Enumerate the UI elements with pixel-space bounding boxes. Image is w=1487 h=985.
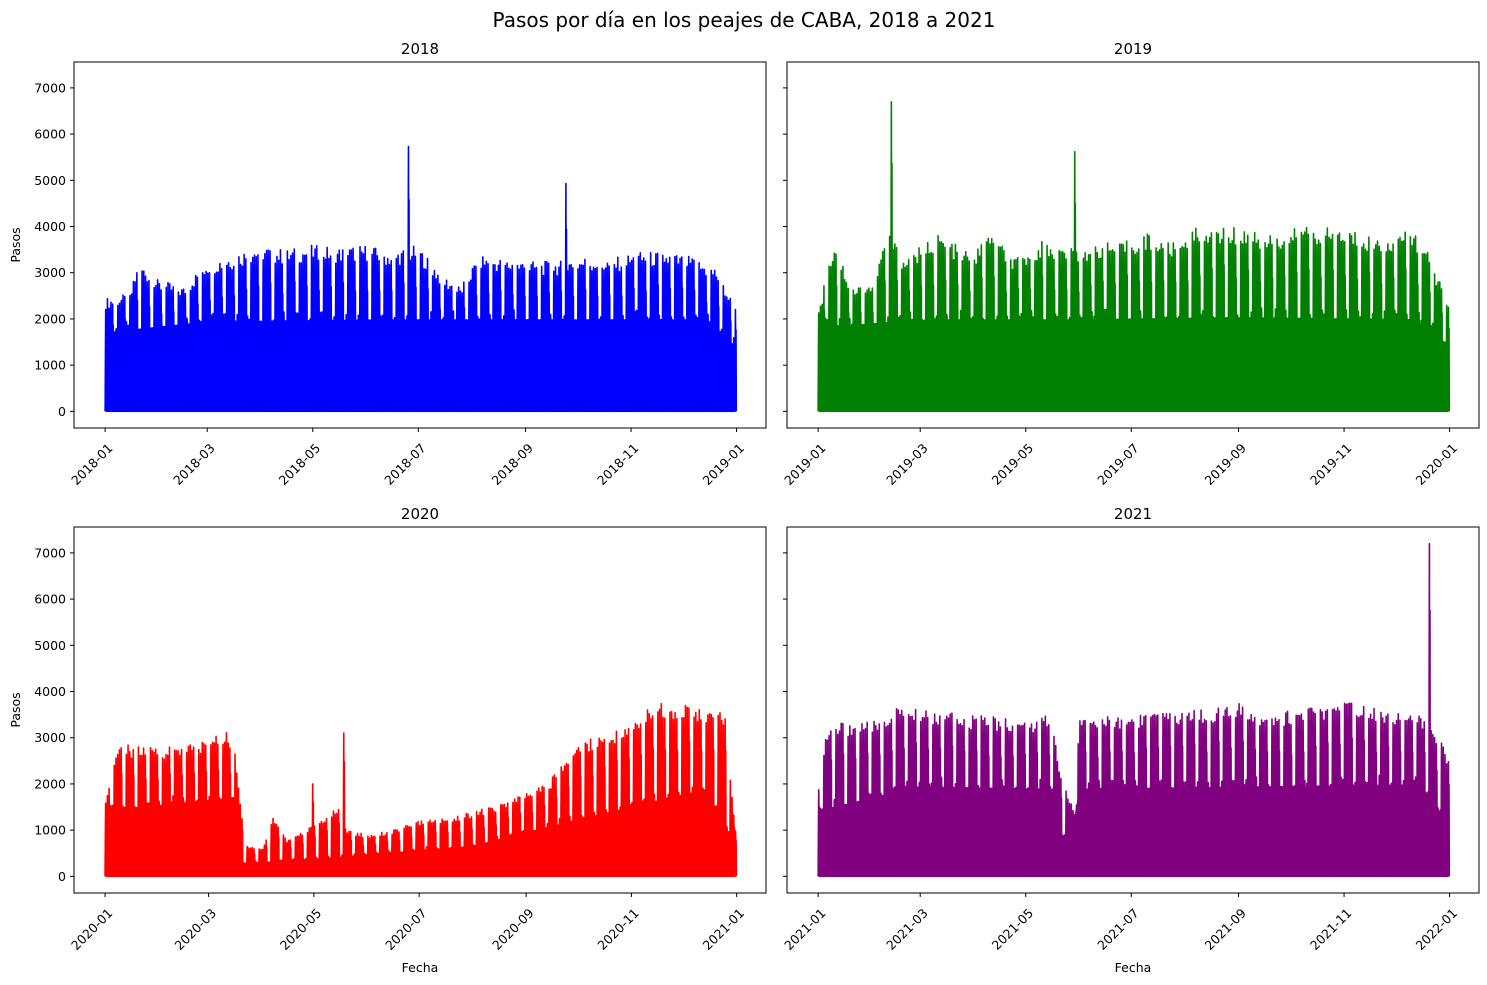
x-tick-label: 2020-03 (172, 905, 220, 953)
x-tick-label: 2021-09 (1201, 905, 1249, 953)
x-axis-label: Fecha (1115, 960, 1152, 975)
axes-frame (73, 526, 767, 894)
x-tick-label: 2019-05 (989, 440, 1037, 488)
chart-panel-2018: 2018 0 1000 2000 3000 4000 5000 6000 7000 2018-01… (8, 40, 767, 488)
x-tick-label: 2019-07 (1094, 440, 1142, 488)
y-tick-label: 5000 (34, 173, 66, 188)
x-tick-label: 2018-09 (488, 440, 536, 488)
y-axis-label: Pasos (8, 227, 23, 262)
chart-panel-2021: 2021 2021-01 2021-03 2021-05 2021-07 2021-09 2… (781, 505, 1480, 975)
x-tick-label: 2018-01 (68, 440, 116, 488)
y-tick-label: 1000 (34, 823, 66, 838)
y-tick-label: 3000 (34, 265, 66, 280)
x-tick-label: 2019-01 (700, 440, 748, 488)
x-tick-label: 2021-05 (989, 905, 1037, 953)
y-tick-label: 1000 (34, 358, 66, 373)
panel-title: 2021 (1114, 505, 1152, 523)
y-tick-label: 2000 (34, 311, 66, 326)
axes-frame (786, 61, 1480, 429)
x-tick-label: 2021-01 (781, 905, 829, 953)
panel-title: 2020 (401, 505, 439, 523)
chart-panel-2020: 2020 0 1000 2000 3000 4000 5000 6000 7000 2020-01… (8, 505, 767, 975)
x-tick-label: 2018-11 (594, 440, 642, 488)
x-tick-label: 2020-09 (489, 905, 537, 953)
series-area-pasos (818, 784, 1448, 877)
x-tick-label: 2022-01 (1413, 905, 1461, 953)
panel-title: 2018 (401, 40, 439, 58)
figure-title: Pasos por día en los peajes de CABA, 201… (493, 8, 996, 32)
y-tick-label: 6000 (34, 127, 66, 142)
y-tick-label: 0 (58, 869, 66, 884)
y-tick-label: 0 (58, 404, 66, 419)
x-tick-label: 2018-05 (276, 440, 324, 488)
x-tick-label: 2018-03 (170, 440, 218, 488)
x-tick-label: 2019-01 (781, 440, 829, 488)
x-tick-label: 2021-03 (883, 905, 931, 953)
axes-frame (786, 526, 1480, 894)
y-tick-label: 5000 (34, 638, 66, 653)
x-tick-label: 2019-03 (883, 440, 931, 488)
x-tick-label: 2020-11 (594, 905, 642, 953)
y-tick-label: 2000 (34, 776, 66, 791)
series-area-pasos (105, 788, 735, 877)
x-tick-label: 2018-07 (381, 440, 429, 488)
x-tick-label: 2021-07 (1094, 905, 1142, 953)
x-tick-label: 2019-09 (1201, 440, 1249, 488)
x-tick-label: 2020-01 (1413, 440, 1461, 488)
y-tick-label: 3000 (34, 730, 66, 745)
y-tick-label: 4000 (34, 219, 66, 234)
x-tick-label: 2021-11 (1307, 905, 1355, 953)
series-area-pasos (818, 317, 1448, 412)
x-tick-label: 2021-01 (700, 905, 748, 953)
y-tick-label: 7000 (34, 545, 66, 560)
y-axis-label: Pasos (8, 692, 23, 727)
x-tick-label: 2020-07 (382, 905, 430, 953)
panel-title: 2019 (1114, 40, 1152, 58)
chart-panel-2019: 2019 2019-01 2019-03 2019-05 2019-07 2019-09 2… (781, 40, 1480, 488)
x-tick-label: 2019-11 (1307, 440, 1355, 488)
y-tick-label: 4000 (34, 684, 66, 699)
y-tick-label: 6000 (34, 592, 66, 607)
y-tick-label: 7000 (34, 80, 66, 95)
axes-frame (73, 61, 767, 429)
x-tick-label: 2020-01 (68, 905, 116, 953)
x-tick-label: 2020-05 (277, 905, 325, 953)
x-axis-label: Fecha (402, 960, 439, 975)
series-area-pasos (105, 319, 735, 412)
